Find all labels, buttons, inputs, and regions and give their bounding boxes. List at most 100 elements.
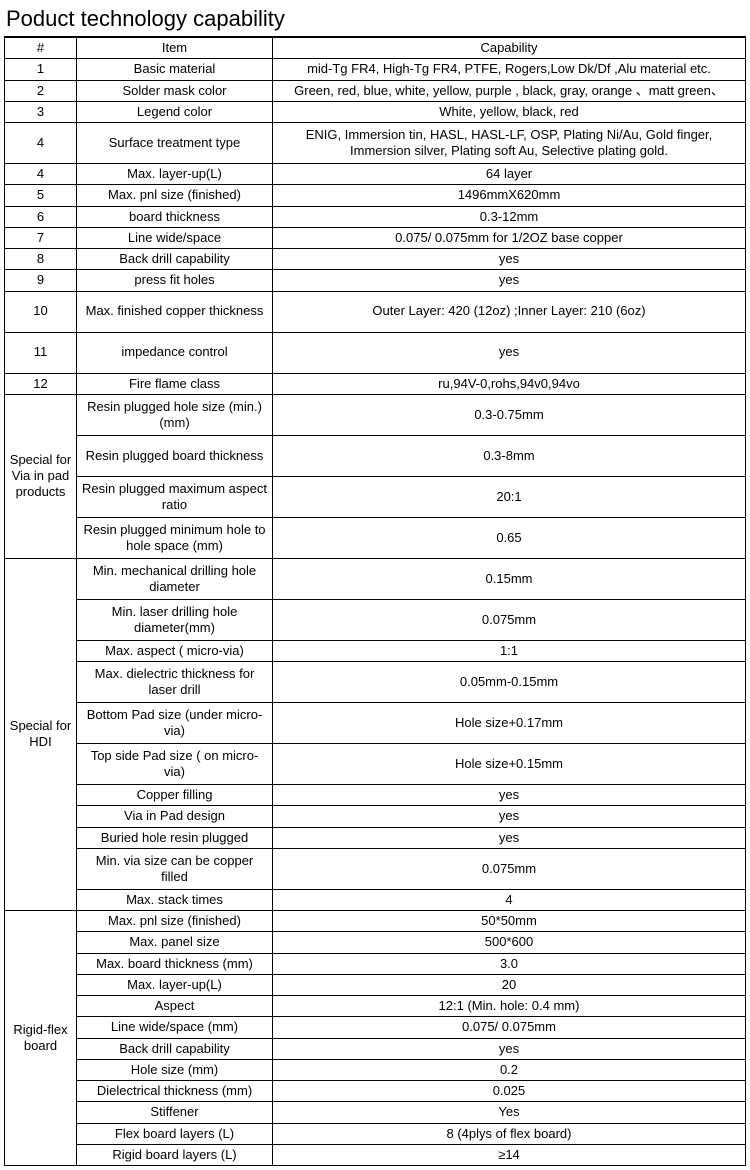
cell-capability: yes bbox=[273, 806, 746, 827]
col-header-num: # bbox=[5, 38, 77, 59]
table-row: Special for Via in pad productsResin plu… bbox=[5, 394, 746, 435]
table-row: 1Basic materialmid-Tg FR4, High-Tg FR4, … bbox=[5, 59, 746, 80]
cell-capability: 20:1 bbox=[273, 476, 746, 517]
cell-item: Fire flame class bbox=[77, 373, 273, 394]
cell-item: Stiffener bbox=[77, 1102, 273, 1123]
cell-item: Flex board layers (L) bbox=[77, 1123, 273, 1144]
cell-capability: Yes bbox=[273, 1102, 746, 1123]
table-row: 6board thickness0.3-12mm bbox=[5, 206, 746, 227]
cell-capability: 12:1 (Min. hole: 0.4 mm) bbox=[273, 996, 746, 1017]
cell-item: Max. layer-up(L) bbox=[77, 164, 273, 185]
cell-capability: 0.075mm bbox=[273, 599, 746, 640]
table-row: 4Surface treatment typeENIG, Immersion t… bbox=[5, 123, 746, 164]
group-label: Special for HDI bbox=[5, 558, 77, 910]
table-row: 10Max. finished copper thicknessOuter La… bbox=[5, 291, 746, 332]
cell-num: 5 bbox=[5, 185, 77, 206]
cell-capability: 0.05mm-0.15mm bbox=[273, 662, 746, 703]
table-row: Aspect12:1 (Min. hole: 0.4 mm) bbox=[5, 996, 746, 1017]
cell-capability: 0.075mm bbox=[273, 848, 746, 889]
table-row: Line wide/space (mm)0.075/ 0.075mm bbox=[5, 1017, 746, 1038]
group-label: Rigid-flex board bbox=[5, 911, 77, 1166]
cell-item: Max. board thickness (mm) bbox=[77, 953, 273, 974]
table-row: Buried hole resin pluggedyes bbox=[5, 827, 746, 848]
cell-capability: ru,94V-0,rohs,94v0,94vo bbox=[273, 373, 746, 394]
cell-item: Rigid board layers (L) bbox=[77, 1144, 273, 1165]
table-row: 8Back drill capabilityyes bbox=[5, 249, 746, 270]
cell-capability: 1496mmX620mm bbox=[273, 185, 746, 206]
cell-capability: 0.025 bbox=[273, 1081, 746, 1102]
cell-capability: 0.3-8mm bbox=[273, 435, 746, 476]
cell-item: Min. mechanical drilling hole diameter bbox=[77, 558, 273, 599]
cell-item: Max. aspect ( micro-via) bbox=[77, 640, 273, 661]
table-row: 12Fire flame classru,94V-0,rohs,94v0,94v… bbox=[5, 373, 746, 394]
table-row: Special for HDIMin. mechanical drilling … bbox=[5, 558, 746, 599]
cell-capability: 20 bbox=[273, 974, 746, 995]
capability-table: #ItemCapability1Basic materialmid-Tg FR4… bbox=[4, 37, 746, 1166]
cell-capability: yes bbox=[273, 249, 746, 270]
table-row: 7Line wide/space0.075/ 0.075mm for 1/2OZ… bbox=[5, 227, 746, 248]
cell-capability: Hole size+0.17mm bbox=[273, 703, 746, 744]
cell-num: 4 bbox=[5, 123, 77, 164]
cell-item: Surface treatment type bbox=[77, 123, 273, 164]
cell-item: Max. pnl size (finished) bbox=[77, 911, 273, 932]
table-row: 9press fit holesyes bbox=[5, 270, 746, 291]
cell-item: Bottom Pad size (under micro-via) bbox=[77, 703, 273, 744]
cell-capability: 0.65 bbox=[273, 517, 746, 558]
cell-num: 11 bbox=[5, 332, 77, 373]
table-row: Resin plugged minimum hole to hole space… bbox=[5, 517, 746, 558]
table-row: Rigid-flex boardMax. pnl size (finished)… bbox=[5, 911, 746, 932]
cell-num: 4 bbox=[5, 164, 77, 185]
cell-item: Resin plugged board thickness bbox=[77, 435, 273, 476]
cell-item: Max. finished copper thickness bbox=[77, 291, 273, 332]
table-row: 5Max. pnl size (finished)1496mmX620mm bbox=[5, 185, 746, 206]
cell-capability: Hole size+0.15mm bbox=[273, 744, 746, 785]
cell-item: press fit holes bbox=[77, 270, 273, 291]
cell-item: Solder mask color bbox=[77, 80, 273, 101]
table-row: Max. panel size500*600 bbox=[5, 932, 746, 953]
cell-item: Aspect bbox=[77, 996, 273, 1017]
cell-item: Dielectrical thickness (mm) bbox=[77, 1081, 273, 1102]
table-row: Hole size (mm)0.2 bbox=[5, 1059, 746, 1080]
cell-item: Via in Pad design bbox=[77, 806, 273, 827]
table-row: Rigid board layers (L)≥14 bbox=[5, 1144, 746, 1165]
cell-capability: mid-Tg FR4, High-Tg FR4, PTFE, Rogers,Lo… bbox=[273, 59, 746, 80]
table-row: Copper fillingyes bbox=[5, 785, 746, 806]
table-row: 2Solder mask colorGreen, red, blue, whit… bbox=[5, 80, 746, 101]
cell-item: board thickness bbox=[77, 206, 273, 227]
table-row: Max. board thickness (mm)3.0 bbox=[5, 953, 746, 974]
cell-capability: 4 bbox=[273, 889, 746, 910]
cell-item: Copper filling bbox=[77, 785, 273, 806]
cell-num: 12 bbox=[5, 373, 77, 394]
table-row: 3Legend colorWhite, yellow, black, red bbox=[5, 101, 746, 122]
cell-item: Line wide/space bbox=[77, 227, 273, 248]
cell-item: Min. via size can be copper filled bbox=[77, 848, 273, 889]
cell-item: Buried hole resin plugged bbox=[77, 827, 273, 848]
cell-item: Max. pnl size (finished) bbox=[77, 185, 273, 206]
table-row: Dielectrical thickness (mm)0.025 bbox=[5, 1081, 746, 1102]
table-row: Max. layer-up(L)20 bbox=[5, 974, 746, 995]
cell-item: Legend color bbox=[77, 101, 273, 122]
cell-capability: Outer Layer: 420 (12oz) ;Inner Layer: 21… bbox=[273, 291, 746, 332]
cell-num: 6 bbox=[5, 206, 77, 227]
cell-num: 10 bbox=[5, 291, 77, 332]
cell-capability: White, yellow, black, red bbox=[273, 101, 746, 122]
table-row: StiffenerYes bbox=[5, 1102, 746, 1123]
table-row: Back drill capabilityyes bbox=[5, 1038, 746, 1059]
cell-capability: 8 (4plys of flex board) bbox=[273, 1123, 746, 1144]
cell-num: 8 bbox=[5, 249, 77, 270]
table-header-row: #ItemCapability bbox=[5, 38, 746, 59]
cell-capability: 50*50mm bbox=[273, 911, 746, 932]
cell-item: Top side Pad size ( on micro-via) bbox=[77, 744, 273, 785]
cell-capability: ≥14 bbox=[273, 1144, 746, 1165]
cell-capability: 1:1 bbox=[273, 640, 746, 661]
cell-item: Hole size (mm) bbox=[77, 1059, 273, 1080]
table-row: 11impedance controlyes bbox=[5, 332, 746, 373]
cell-num: 3 bbox=[5, 101, 77, 122]
table-row: Via in Pad designyes bbox=[5, 806, 746, 827]
table-row: Resin plugged board thickness0.3-8mm bbox=[5, 435, 746, 476]
table-row: 4Max. layer-up(L)64 layer bbox=[5, 164, 746, 185]
cell-capability: yes bbox=[273, 332, 746, 373]
cell-capability: 0.3-0.75mm bbox=[273, 394, 746, 435]
cell-capability: yes bbox=[273, 827, 746, 848]
table-row: Max. stack times4 bbox=[5, 889, 746, 910]
